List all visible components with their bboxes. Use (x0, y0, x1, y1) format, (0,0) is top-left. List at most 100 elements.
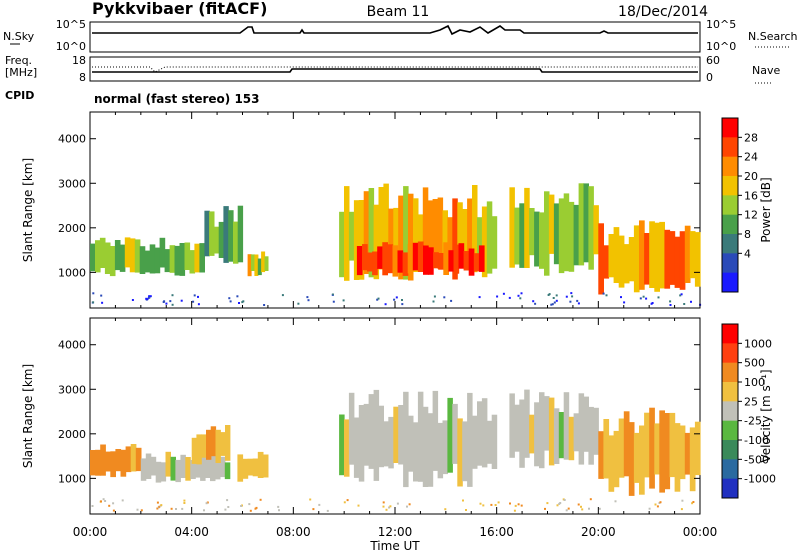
scatter-point (146, 298, 149, 301)
data-cell (442, 420, 448, 475)
scatter-point (224, 508, 227, 511)
colorbar-frame (721, 323, 739, 499)
data-cell (491, 216, 498, 269)
data-cell (356, 246, 363, 276)
data-cell (548, 194, 555, 254)
scatter-point (679, 294, 682, 297)
scatter-point (169, 300, 172, 303)
data-cell (237, 205, 244, 263)
data-cell (684, 225, 691, 283)
data-cell (159, 237, 166, 268)
colorbar-tick-label: 8 (744, 228, 751, 241)
scatter-point (570, 292, 573, 295)
scatter-point (278, 509, 280, 512)
scatter-point (497, 501, 500, 504)
data-cell (154, 247, 161, 274)
colorbar-swatch (722, 156, 738, 177)
data-cell (383, 421, 389, 467)
scatter-point (131, 299, 134, 301)
data-cell (649, 407, 655, 489)
data-cell (225, 425, 231, 461)
colorbar-tick-label: 20 (744, 170, 758, 183)
data-cell (362, 244, 368, 271)
colorbar-tick-label: 500 (744, 357, 765, 370)
data-cell (378, 187, 384, 270)
scatter-point (639, 297, 642, 300)
data-cell (674, 236, 681, 288)
scatter-point (192, 300, 195, 303)
colorbar-swatch (722, 478, 738, 499)
data-cell (194, 243, 200, 273)
scatter-point (91, 505, 94, 507)
scatter-point (648, 507, 651, 510)
scatter-point (306, 296, 309, 299)
freq-trace (92, 68, 698, 73)
colorbar-swatch (722, 362, 738, 383)
scatter-point (478, 296, 481, 299)
scatter-point (357, 504, 360, 507)
data-cell (679, 231, 686, 290)
data-cell (403, 186, 409, 280)
data-cell (257, 258, 262, 276)
data-cell (353, 417, 360, 478)
data-cell (427, 413, 434, 487)
scatter-point (690, 300, 692, 303)
data-cell (373, 204, 380, 280)
freq-tick-top: 18 (72, 54, 86, 67)
data-cell (200, 454, 206, 481)
data-cell (573, 204, 580, 266)
power-data-layer (90, 183, 702, 306)
data-cell (417, 241, 424, 272)
scatter-point (240, 505, 243, 507)
station-title: Pykkvibaer (fitACF) (92, 0, 267, 18)
date-title: 18/Dec/2014 (618, 4, 708, 20)
data-cell (397, 250, 404, 273)
scatter-point (226, 499, 229, 502)
power-colorbar: 28 24 20 16 12 8 4 (721, 117, 758, 293)
scatter-point (104, 500, 107, 502)
y-tick-label: 1000 (58, 472, 86, 485)
data-cell (223, 206, 229, 263)
data-cell (534, 402, 540, 467)
data-cell (261, 251, 266, 273)
data-cell (529, 414, 535, 454)
colorbar-tick-label: -1000 (744, 473, 776, 486)
data-cell (109, 246, 116, 277)
scatter-point (450, 299, 453, 302)
scatter-point (517, 503, 520, 506)
data-cell (209, 211, 215, 256)
scatter-point (546, 502, 549, 505)
data-cell (544, 396, 550, 451)
data-cell (413, 198, 419, 272)
data-cell (169, 245, 176, 273)
colorbar-swatch (722, 272, 738, 293)
scatter-point (156, 501, 159, 504)
data-cell (254, 254, 259, 276)
scatter-point (479, 502, 482, 505)
data-cell (442, 210, 448, 259)
data-cell (649, 221, 655, 288)
scatter-point (565, 295, 568, 298)
freq-tick-bottom: 8 (79, 71, 86, 84)
scatter-point (567, 507, 570, 510)
data-cell (233, 221, 239, 264)
scatter-point (614, 500, 617, 503)
scatter-point (229, 300, 232, 303)
scatter-point (183, 499, 186, 502)
scatter-point (642, 295, 645, 298)
data-cell (358, 200, 365, 280)
data-cell (664, 413, 671, 490)
data-cell (242, 458, 249, 479)
scatter-point (571, 295, 574, 298)
scatter-point (248, 503, 251, 506)
scatter-point (555, 299, 558, 302)
data-cell (628, 237, 635, 282)
scatter-point (401, 303, 404, 306)
scatter-point (100, 500, 102, 503)
scatter-point (342, 299, 345, 302)
data-cell (486, 420, 493, 464)
data-cell (433, 252, 439, 269)
scatter-point (318, 503, 321, 506)
y-tick-label: 1000 (58, 266, 86, 279)
scatter-point (206, 501, 209, 504)
